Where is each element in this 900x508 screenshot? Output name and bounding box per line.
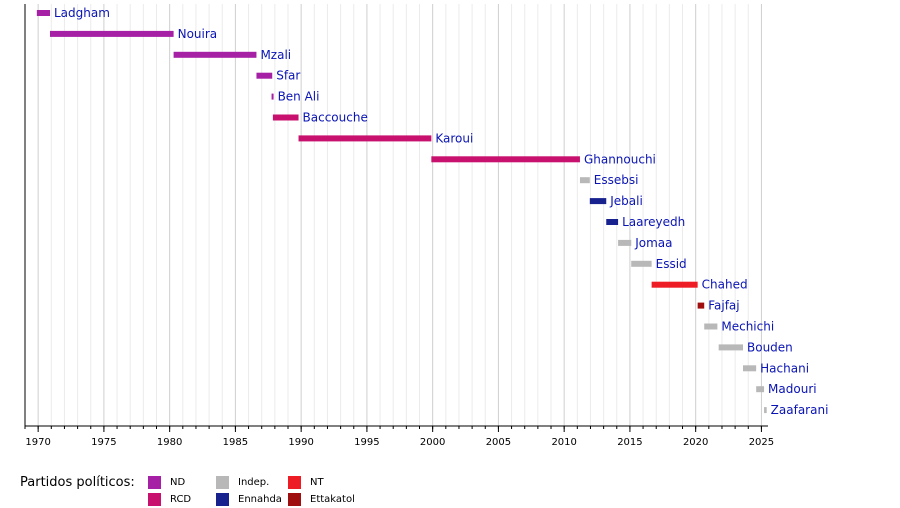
legend: Partidos políticos: ND RCD Indep. Ennahda NT… — [0, 466, 900, 508]
tenure-bar — [631, 260, 652, 267]
legend-label: Indep. — [238, 477, 270, 488]
legend-swatch — [216, 493, 229, 506]
legend-swatch — [216, 476, 229, 489]
minor-gridlines — [24, 4, 749, 426]
tenure-bars — [36, 10, 767, 414]
name-label: Chahed — [702, 278, 748, 292]
name-label: Ghannouchi — [584, 152, 656, 166]
timeline-chart: Ladgham Nouira Mzali Sfar Ben Ali Baccouche Ka… — [24, 4, 828, 448]
legend-label: RCD — [170, 494, 192, 505]
legend-label: Ennahda — [238, 494, 282, 505]
x-tick-label: 2015 — [617, 437, 642, 448]
x-tick-label: 2000 — [420, 437, 445, 448]
x-tick-label: 2010 — [551, 437, 576, 448]
x-tick-label: 1985 — [223, 437, 248, 448]
name-label: Hachani — [760, 361, 809, 375]
x-tick-label: 2020 — [683, 437, 708, 448]
legend-swatch — [288, 493, 301, 506]
name-label: Laareyedh — [622, 215, 685, 229]
name-label: Mzali — [260, 48, 291, 62]
name-label: Jebali — [609, 194, 643, 208]
tenure-bar — [271, 93, 274, 100]
tenure-bar — [36, 10, 50, 16]
x-tick-label: 2005 — [486, 437, 511, 448]
legend-title: Partidos políticos: — [20, 475, 135, 490]
tenure-bar — [579, 177, 590, 184]
tenure-bar — [697, 302, 705, 309]
tenure-bar — [589, 198, 607, 205]
tenure-bar — [704, 323, 718, 330]
name-label: Baccouche — [303, 111, 368, 125]
name-label: Karoui — [435, 131, 473, 145]
tenure-bar — [173, 51, 257, 58]
major-gridlines — [37, 4, 762, 426]
tenure-bar — [272, 114, 299, 121]
tenure-bar — [718, 344, 744, 351]
name-label: Mechichi — [721, 320, 774, 334]
name-label: Nouira — [178, 27, 218, 41]
x-tick-label: 1980 — [157, 437, 182, 448]
legend-swatch — [148, 493, 161, 506]
name-label: Madouri — [768, 382, 817, 396]
name-label: Sfar — [276, 69, 300, 83]
legend-label: ND — [170, 477, 186, 488]
name-label: Bouden — [747, 340, 793, 354]
legend-label: NT — [310, 477, 324, 488]
x-tick-label: 1970 — [25, 437, 50, 448]
tenure-bar — [764, 407, 767, 414]
name-label: Ben Ali — [278, 90, 320, 104]
x-tick-label: 1975 — [91, 437, 116, 448]
tenure-bar — [743, 365, 757, 372]
tenure-bar — [618, 239, 632, 246]
name-label: Essid — [656, 257, 687, 271]
name-label: Jomaa — [634, 236, 672, 250]
x-tick-label: 1990 — [288, 437, 313, 448]
name-labels: Ladgham Nouira Mzali Sfar Ben Ali Baccouche Ka… — [54, 6, 828, 417]
legend-swatch — [148, 476, 161, 489]
tenure-bar — [256, 72, 273, 79]
name-label: Fajfaj — [708, 299, 739, 313]
x-tick-label: 2025 — [749, 437, 774, 448]
tenure-bar — [298, 135, 432, 142]
x-tick-label: 1995 — [354, 437, 379, 448]
tenure-bar — [606, 219, 619, 225]
legend-swatch — [288, 476, 301, 489]
tenure-bar — [49, 30, 174, 37]
name-label: Zaafarani — [771, 403, 829, 417]
tenure-bar — [651, 281, 698, 288]
legend-label: Ettakatol — [310, 494, 355, 505]
tenure-bar — [756, 386, 765, 393]
name-label: Ladgham — [54, 6, 110, 20]
name-label: Essebsi — [594, 173, 639, 187]
tenure-bar — [431, 156, 580, 163]
x-axis: 1970 1975 1980 1985 1990 1995 2000 2005 2010 2015… — [24, 4, 774, 448]
